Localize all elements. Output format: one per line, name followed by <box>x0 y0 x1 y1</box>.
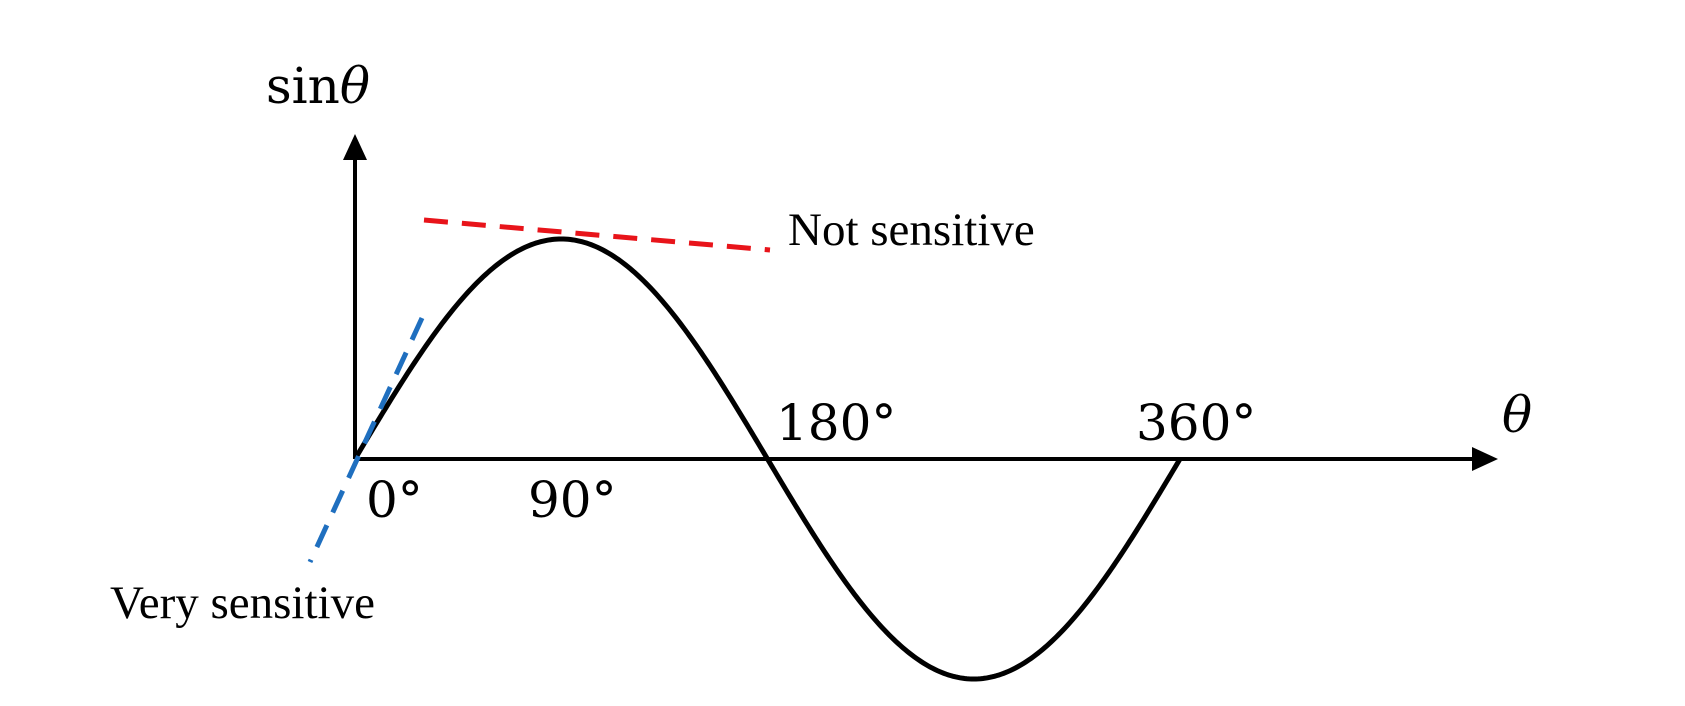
tick-label-0: 0° <box>366 471 423 529</box>
y-axis-label-prefix: sin <box>266 57 340 115</box>
tick-label-360: 360° <box>1136 394 1256 452</box>
x-axis-label: θ <box>1502 386 1532 444</box>
x-axis-arrowhead <box>1472 447 1498 471</box>
y-axis-arrowhead <box>343 134 367 160</box>
y-axis-label: sinθ <box>266 57 370 115</box>
tangent-line-very-sensitive <box>307 316 425 564</box>
tick-label-180: 180° <box>776 394 896 452</box>
sine-curve <box>352 236 1183 682</box>
annotation-not-sensitive: Not sensitive <box>788 204 1035 256</box>
tangent-line-not-sensitive <box>423 217 771 253</box>
tick-label-90: 90° <box>528 471 617 529</box>
y-axis-label-symbol: θ <box>340 57 370 115</box>
annotation-very-sensitive: Very sensitive <box>110 577 375 629</box>
